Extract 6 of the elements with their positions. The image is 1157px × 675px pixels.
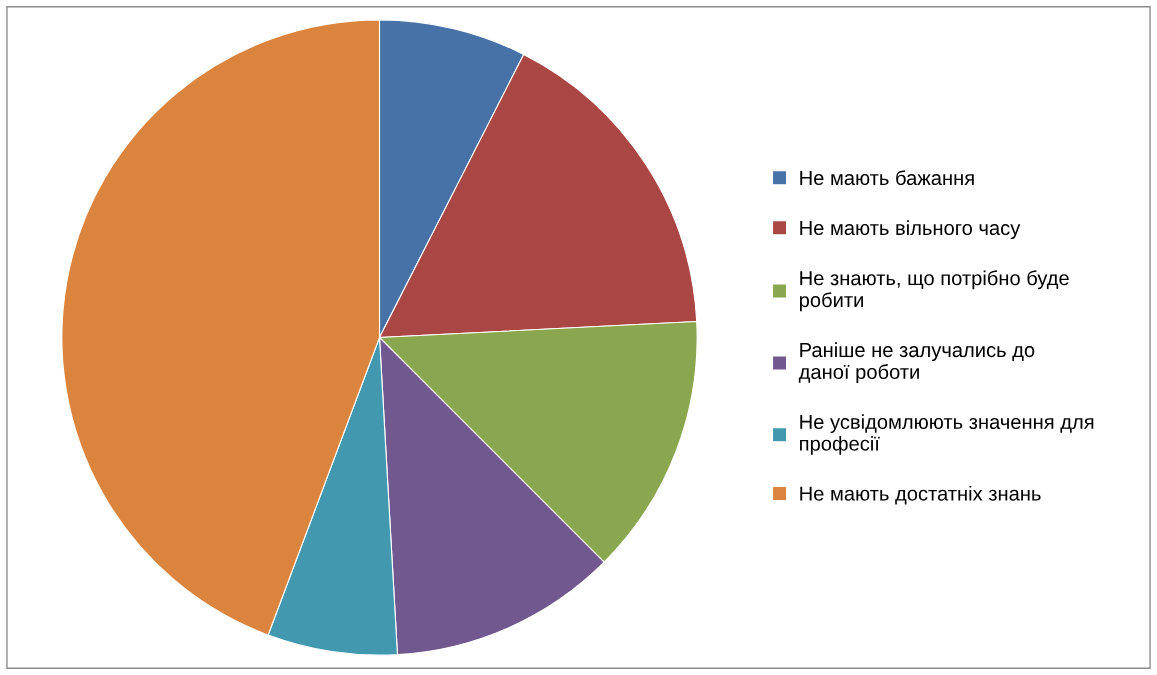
legend-label: Раніше не залучались до даної роботи	[798, 342, 1035, 384]
legend-label: Не мають вільного часу	[800, 220, 1021, 240]
legend-label: Не мають достатніх знань	[800, 485, 1041, 505]
legend-label: Не усвідомлюють значення для професії	[800, 414, 1094, 455]
legend-label: Не мають бажання	[800, 170, 974, 186]
legend-label: Не знають, що потрібно буде робити	[799, 270, 1069, 312]
